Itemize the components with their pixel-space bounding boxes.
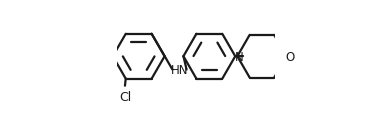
Text: HN: HN [171,63,188,76]
Text: Cl: Cl [119,91,131,104]
Text: N: N [235,50,243,63]
Text: O: O [285,50,295,63]
